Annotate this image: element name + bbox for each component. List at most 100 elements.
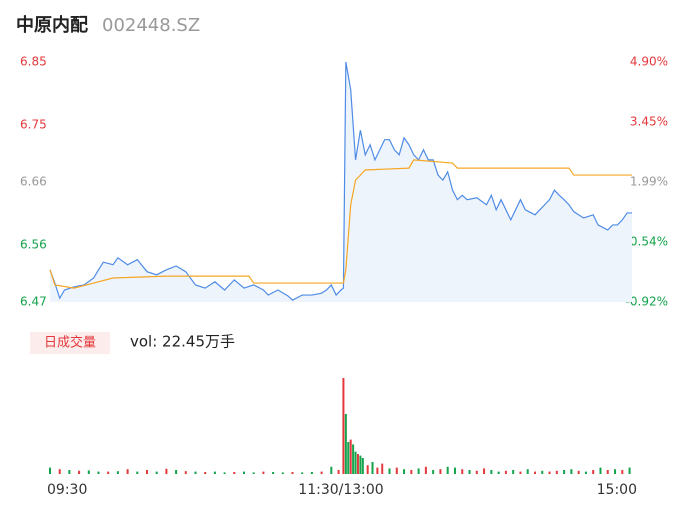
y-tick-label: 6.66 xyxy=(20,175,47,189)
y2-tick-label: 4.90% xyxy=(630,55,668,69)
volume-bar xyxy=(371,462,374,474)
volume-bar xyxy=(342,378,345,474)
y-tick-label: 6.85 xyxy=(20,55,47,69)
volume-bar xyxy=(291,472,294,474)
volume-bar xyxy=(475,470,478,474)
volume-bar xyxy=(347,442,350,474)
volume-bar xyxy=(621,470,624,474)
volume-bar xyxy=(68,470,71,474)
volume-bar xyxy=(87,470,90,474)
volume-bar xyxy=(359,455,362,474)
volume-bar xyxy=(541,470,544,474)
volume-bar xyxy=(439,469,442,474)
y-tick-label: 6.75 xyxy=(20,118,47,132)
volume-bar xyxy=(432,470,435,474)
price-area xyxy=(50,62,632,302)
volume-bar xyxy=(243,471,245,474)
volume-bar xyxy=(468,470,471,474)
y-tick-label: 6.47 xyxy=(20,295,47,309)
price-line xyxy=(49,61,632,301)
volume-bar xyxy=(175,470,178,474)
volume-bar xyxy=(606,470,609,474)
x-tick-label: 09:30 xyxy=(47,482,87,498)
volume-bar xyxy=(563,470,566,474)
volume-bar xyxy=(534,471,536,474)
volume-bar xyxy=(352,444,355,474)
volume-bar xyxy=(337,470,340,474)
volume-bar xyxy=(78,470,81,474)
volume-bar xyxy=(356,454,359,474)
volume-bar xyxy=(344,414,347,474)
volume-bar xyxy=(366,465,369,474)
volume-bar xyxy=(97,471,100,474)
volume-bar xyxy=(116,471,119,474)
volume-bar xyxy=(233,472,236,474)
volume-bar xyxy=(461,469,464,474)
volume-bar xyxy=(526,469,529,474)
volume-bar xyxy=(403,469,406,474)
volume-bar xyxy=(417,468,420,474)
volume-bar xyxy=(592,470,595,474)
volume-bar xyxy=(497,471,500,474)
volume-bar xyxy=(599,467,602,474)
volume-bar xyxy=(453,467,456,474)
volume-bar xyxy=(483,468,486,474)
stock-code: 002448.SZ xyxy=(102,15,200,36)
volume-bar xyxy=(194,471,197,474)
volume-bar xyxy=(281,472,284,474)
volume-bar xyxy=(584,471,587,474)
volume-bar xyxy=(320,471,323,474)
y2-tick-label: 3.45% xyxy=(630,114,668,128)
volume-bar xyxy=(330,466,333,474)
volume-bar xyxy=(58,469,61,474)
volume-bar xyxy=(446,466,449,474)
volume-bar xyxy=(577,470,580,474)
volume-bar xyxy=(146,470,148,474)
volume-bar xyxy=(555,470,558,474)
stock-name: 中原内配 xyxy=(16,14,88,36)
volume-tag-bg xyxy=(30,332,110,354)
volume-tag: 日成交量 xyxy=(44,335,96,351)
volume-bar xyxy=(155,471,158,474)
volume-bar xyxy=(388,468,391,474)
volume-bar xyxy=(223,472,226,474)
y-tick-label: 6.56 xyxy=(20,238,47,252)
volume-bar xyxy=(262,471,265,474)
volume-bar xyxy=(349,439,352,474)
volume-total: vol: 22.45万手 xyxy=(130,333,235,351)
volume-bar xyxy=(614,469,617,474)
volume-bar xyxy=(519,471,522,474)
volume-bar xyxy=(310,472,313,474)
x-tick-label: 11:30/13:00 xyxy=(298,482,383,498)
volume-bar xyxy=(126,469,129,474)
x-tick-label: 15:00 xyxy=(597,482,637,498)
volume-bar xyxy=(361,458,364,474)
volume-bar xyxy=(376,467,379,474)
volume-bar xyxy=(548,471,551,474)
volume-bar xyxy=(213,471,216,474)
volume-bar xyxy=(570,469,573,474)
volume-bar xyxy=(628,467,631,474)
volume-bar xyxy=(490,470,493,474)
average-line xyxy=(49,159,632,289)
volume-bar xyxy=(301,472,304,474)
y2-tick-label: -0.92% xyxy=(626,295,668,309)
volume-bar xyxy=(107,471,110,474)
y2-tick-label: 1.99% xyxy=(630,175,668,189)
volume-bar xyxy=(165,468,168,474)
volume-bar xyxy=(395,467,398,474)
volume-bar xyxy=(410,470,413,474)
volume-bar xyxy=(272,472,275,474)
volume-bar xyxy=(424,466,427,474)
volume-bar xyxy=(504,470,507,474)
volume-bar xyxy=(136,471,139,474)
volume-bar xyxy=(49,467,51,474)
volume-bar xyxy=(204,472,207,474)
volume-bar xyxy=(354,451,357,474)
y2-tick-label: 0.54% xyxy=(630,234,668,248)
volume-bar xyxy=(381,463,384,474)
volume-bar xyxy=(252,472,255,474)
volume-bar xyxy=(184,471,187,474)
